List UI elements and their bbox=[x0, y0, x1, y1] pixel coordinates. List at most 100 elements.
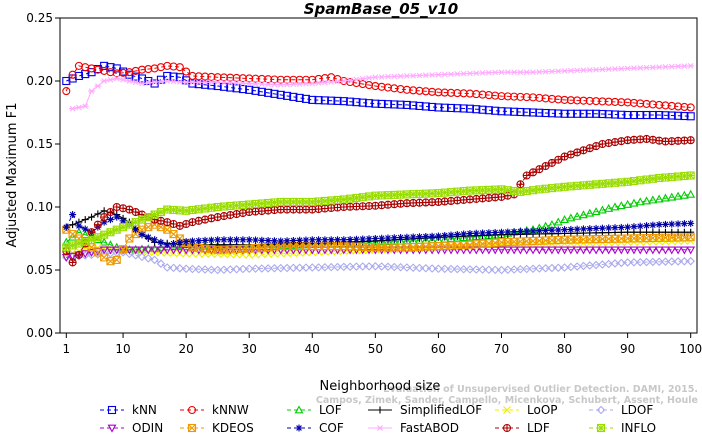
point-cof bbox=[403, 233, 411, 241]
point-odin bbox=[288, 246, 298, 255]
point-cof bbox=[535, 227, 543, 235]
point-fastabod bbox=[617, 65, 625, 72]
point-odin bbox=[667, 246, 677, 255]
point-fastabod bbox=[466, 70, 474, 77]
watermark-line-1: Evaluation of Unsupervised Outlier Detec… bbox=[383, 384, 698, 395]
point-inflo bbox=[503, 186, 512, 195]
point-fastabod bbox=[163, 78, 171, 84]
point-fastabod bbox=[378, 74, 386, 80]
point-lof bbox=[358, 238, 368, 247]
point-fastabod bbox=[75, 104, 83, 111]
point-inflo bbox=[74, 239, 83, 248]
point-knn bbox=[592, 109, 601, 118]
point-knnw bbox=[390, 84, 399, 93]
point-odin bbox=[80, 250, 90, 259]
y-tick-label: 0.15 bbox=[26, 137, 53, 151]
point-fastabod bbox=[277, 81, 285, 88]
point-fastabod bbox=[119, 76, 127, 83]
point-ldof bbox=[686, 256, 695, 266]
point-fastabod bbox=[460, 70, 468, 77]
point-knn bbox=[371, 99, 380, 108]
chart-title: SpamBase_05_v10 bbox=[304, 0, 458, 18]
point-odin bbox=[106, 246, 115, 255]
point-lof bbox=[579, 210, 588, 219]
point-ldof bbox=[194, 264, 204, 274]
point-ldof bbox=[251, 264, 260, 273]
point-odin bbox=[629, 246, 639, 255]
point-knn bbox=[100, 61, 109, 70]
point-knnw bbox=[497, 92, 506, 101]
x-tick-label: 70 bbox=[494, 342, 509, 356]
point-fastabod bbox=[485, 69, 493, 76]
point-cof bbox=[605, 224, 613, 232]
point-knn bbox=[655, 110, 664, 120]
point-lof bbox=[610, 202, 620, 211]
point-knnw bbox=[163, 61, 172, 70]
point-knn bbox=[320, 96, 329, 105]
point-knn bbox=[686, 112, 695, 121]
point-knnw bbox=[491, 91, 500, 100]
legend-item-fastabod: FastABOD bbox=[368, 421, 459, 434]
point-knnw bbox=[516, 92, 525, 101]
point-simplifiedlof bbox=[687, 228, 695, 236]
point-ldof bbox=[528, 264, 538, 274]
point-knn bbox=[547, 109, 556, 118]
point-inflo bbox=[364, 192, 374, 201]
point-lof bbox=[585, 208, 595, 217]
point-cof bbox=[138, 231, 146, 239]
point-ldof bbox=[137, 252, 147, 262]
point-ldof bbox=[547, 263, 557, 273]
point-kdeos bbox=[119, 245, 128, 254]
point-lof bbox=[635, 197, 645, 206]
point-fastabod bbox=[113, 75, 121, 82]
point-odin bbox=[604, 246, 614, 255]
point-knn bbox=[396, 100, 405, 109]
point-cof bbox=[327, 236, 335, 244]
point-ldof bbox=[326, 262, 336, 272]
point-fastabod bbox=[447, 71, 455, 78]
point-ldf bbox=[541, 162, 550, 171]
point-ldof bbox=[497, 265, 506, 275]
point-odin bbox=[301, 246, 311, 255]
point-cof bbox=[75, 222, 83, 230]
point-odin bbox=[87, 249, 96, 257]
point-fastabod bbox=[479, 70, 487, 76]
point-lof bbox=[560, 214, 569, 223]
point-odin bbox=[276, 246, 286, 255]
legend-marker-knn bbox=[107, 405, 117, 415]
point-ldof bbox=[680, 257, 689, 266]
point-fastabod bbox=[573, 67, 581, 74]
point-knnw bbox=[396, 85, 405, 94]
point-inflo bbox=[182, 206, 191, 215]
point-inflo bbox=[629, 176, 638, 186]
point-knnw bbox=[446, 88, 456, 97]
point-knnw bbox=[295, 75, 304, 84]
point-knn bbox=[636, 110, 645, 120]
point-knn bbox=[510, 107, 519, 116]
point-cof bbox=[308, 236, 316, 244]
point-inflo bbox=[352, 193, 361, 202]
point-knnw bbox=[62, 87, 71, 96]
point-knn bbox=[270, 89, 279, 98]
point-fastabod bbox=[579, 67, 587, 74]
point-knnw bbox=[528, 93, 538, 102]
point-cof bbox=[661, 220, 669, 228]
point-fastabod bbox=[636, 65, 644, 71]
point-fastabod bbox=[649, 64, 657, 71]
point-knn bbox=[194, 80, 203, 89]
point-fastabod bbox=[125, 78, 133, 84]
series-line-knnw bbox=[65, 65, 691, 108]
point-cof bbox=[504, 228, 512, 236]
point-odin bbox=[597, 246, 607, 255]
point-lof bbox=[459, 233, 469, 242]
point-ldof bbox=[434, 264, 443, 274]
point-ldf bbox=[219, 212, 229, 221]
point-knn bbox=[251, 86, 260, 95]
point-ldof bbox=[364, 262, 374, 271]
point-knnw bbox=[169, 62, 178, 71]
point-cof bbox=[182, 238, 190, 246]
point-inflo bbox=[497, 185, 506, 194]
point-knn bbox=[528, 108, 538, 117]
y-tick-label: 0.25 bbox=[26, 11, 53, 25]
point-ldof bbox=[162, 263, 172, 272]
